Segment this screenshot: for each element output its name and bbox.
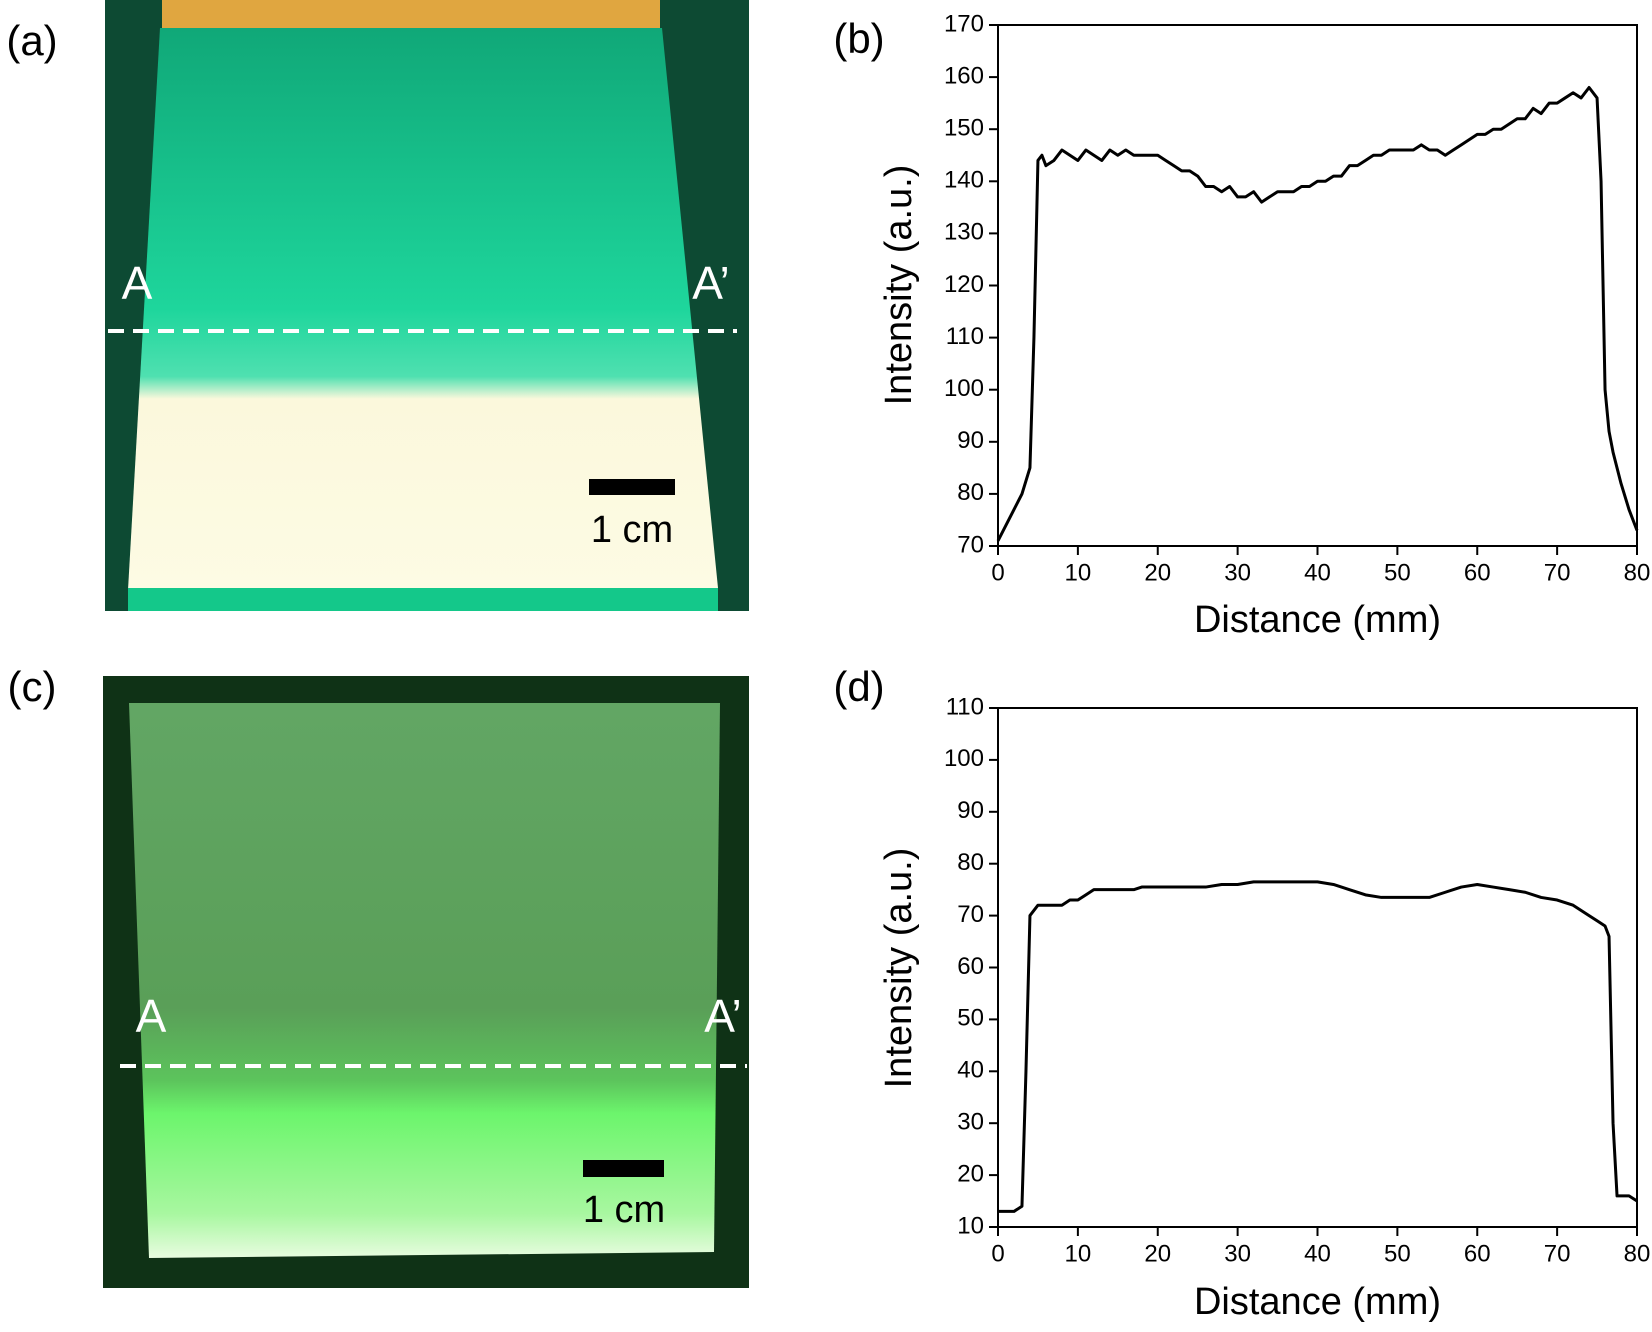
y-tick-label: 90	[957, 427, 984, 454]
data-line	[998, 880, 1638, 1213]
line-start-label: A	[122, 257, 153, 309]
x-tick-label: 70	[1544, 1240, 1571, 1267]
x-axis-label: Distance (mm)	[1194, 1281, 1441, 1323]
x-tick-label: 80	[1624, 559, 1651, 586]
y-tick-label: 20	[957, 1160, 984, 1187]
y-tick-label: 40	[957, 1057, 984, 1084]
y-tick-label: 170	[944, 10, 984, 37]
y-tick-label: 70	[957, 901, 984, 928]
scale-bar-label: 1 cm	[591, 509, 673, 551]
line-start-label: A	[136, 990, 167, 1042]
y-tick-label: 30	[957, 1109, 984, 1136]
panel-label: (c)	[8, 663, 57, 710]
x-tick-label: 50	[1384, 559, 1411, 586]
y-tick-label: 150	[944, 115, 984, 142]
x-tick-label: 0	[991, 1240, 1004, 1267]
y-tick-label: 110	[946, 323, 984, 350]
x-tick-label: 60	[1464, 559, 1491, 586]
x-tick-label: 80	[1624, 1240, 1651, 1267]
x-tick-label: 10	[1065, 1240, 1092, 1267]
y-tick-label: 120	[944, 271, 984, 298]
x-tick-label: 40	[1304, 1240, 1331, 1267]
panel-label: (b)	[833, 15, 884, 62]
plot-frame	[997, 24, 1638, 547]
y-tick-label: 110	[946, 693, 984, 720]
line-end-label: A’	[704, 990, 742, 1042]
x-tick-label: 30	[1224, 559, 1251, 586]
y-tick-label: 50	[957, 1005, 984, 1032]
x-tick-label: 70	[1544, 559, 1571, 586]
x-tick-label: 40	[1304, 559, 1331, 586]
x-tick-label: 20	[1144, 1240, 1171, 1267]
y-axis-label: Intensity (a.u.)	[878, 848, 920, 1089]
x-tick-label: 30	[1224, 1240, 1251, 1267]
y-tick-label: 100	[944, 375, 984, 402]
y-tick-label: 70	[957, 531, 984, 558]
y-tick-label: 80	[957, 849, 984, 876]
photo-a	[105, 0, 749, 611]
plot-frame	[997, 707, 1638, 1228]
y-tick-label: 80	[957, 479, 984, 506]
y-tick-label: 10	[957, 1212, 984, 1239]
y-tick-label: 60	[957, 953, 984, 980]
x-tick-label: 0	[991, 559, 1004, 586]
panel-label: (a)	[6, 17, 57, 64]
line-end-label: A’	[692, 257, 730, 309]
y-tick-label: 130	[944, 219, 984, 246]
x-tick-label: 60	[1464, 1240, 1491, 1267]
scale-bar-label: 1 cm	[583, 1189, 665, 1231]
data-line	[996, 86, 1639, 542]
y-tick-label: 100	[944, 745, 984, 772]
x-tick-label: 20	[1144, 559, 1171, 586]
photo-c	[103, 676, 749, 1288]
x-tick-label: 10	[1065, 559, 1092, 586]
y-tick-label: 140	[944, 167, 984, 194]
x-tick-label: 50	[1384, 1240, 1411, 1267]
y-tick-label: 160	[944, 62, 984, 89]
panel-label: (d)	[833, 663, 884, 710]
x-axis-label: Distance (mm)	[1194, 599, 1441, 641]
y-axis-label: Intensity (a.u.)	[878, 165, 920, 406]
y-tick-label: 90	[957, 797, 984, 824]
